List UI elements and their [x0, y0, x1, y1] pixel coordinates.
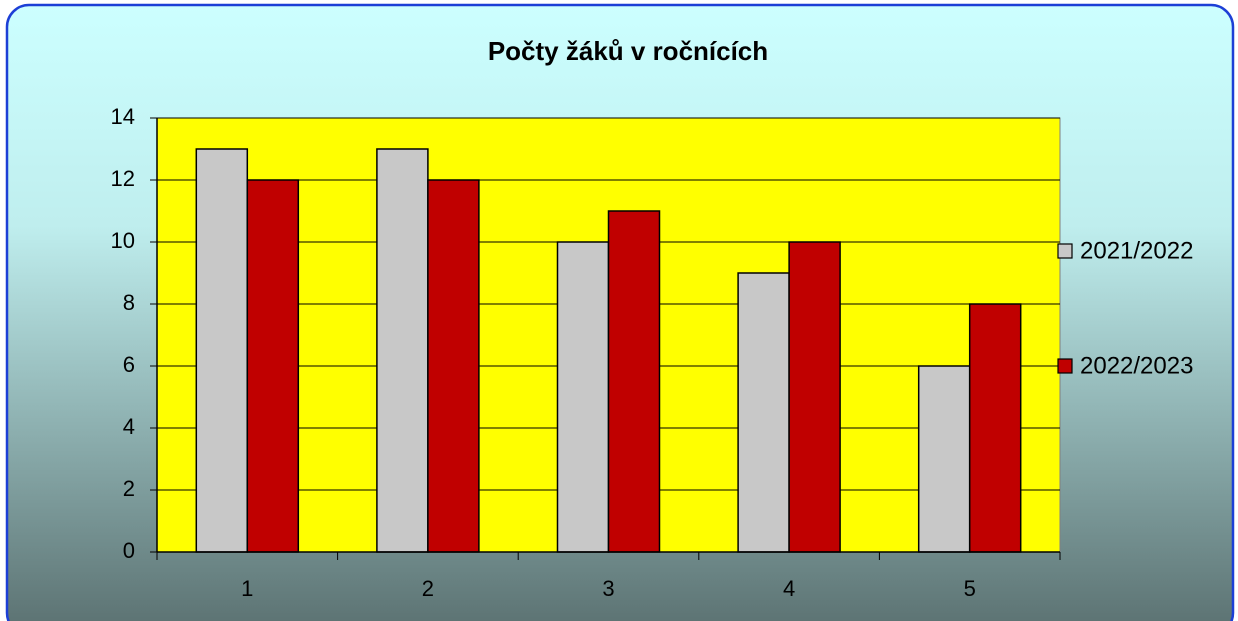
x-tick-label: 5	[964, 576, 976, 601]
bar	[246, 179, 300, 553]
bar	[607, 210, 661, 553]
bar	[427, 179, 480, 553]
bar	[788, 241, 841, 553]
y-tick-label: 12	[111, 166, 135, 191]
bar	[968, 303, 1022, 553]
x-tick-label: 4	[783, 576, 795, 601]
y-tick-label: 0	[123, 538, 135, 563]
y-tick-label: 2	[123, 476, 135, 501]
legend-label: 2022/2023	[1080, 352, 1193, 379]
legend-swatch	[1057, 243, 1073, 259]
y-tick-label: 14	[111, 104, 135, 129]
y-tick-label: 6	[123, 352, 135, 377]
bar	[737, 272, 790, 553]
y-tick-label: 8	[123, 290, 135, 315]
chart-title: Počty žáků v ročnících	[488, 36, 768, 66]
bar	[556, 241, 610, 553]
bar	[195, 148, 249, 553]
legend-label: 2021/2022	[1080, 237, 1193, 264]
bar	[376, 148, 429, 553]
x-tick-label: 1	[241, 576, 253, 601]
x-tick-label: 2	[422, 576, 434, 601]
y-tick-label: 4	[123, 414, 135, 439]
y-tick-label: 10	[111, 228, 135, 253]
x-tick-label: 3	[602, 576, 614, 601]
bar	[917, 365, 971, 553]
legend-swatch	[1057, 358, 1073, 374]
